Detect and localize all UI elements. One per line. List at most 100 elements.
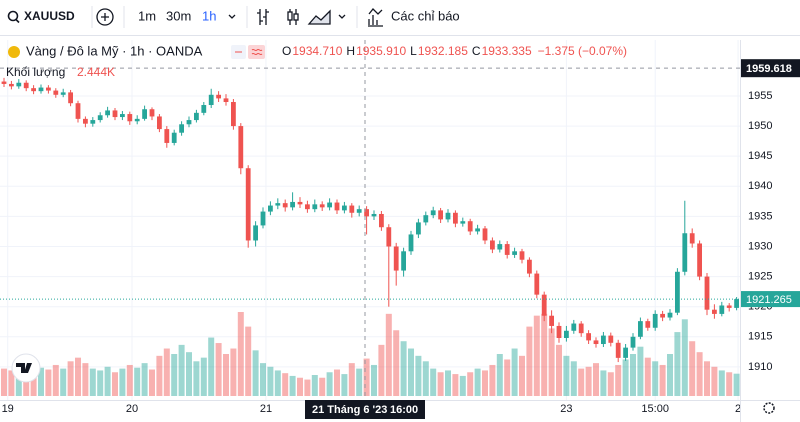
volume-bar — [60, 368, 67, 396]
candle-body — [371, 213, 377, 217]
area-icon[interactable] — [307, 9, 331, 25]
candle-body — [423, 215, 429, 223]
plot: 1910191519201925193019351940194519501955… — [0, 40, 800, 422]
volume-bar — [578, 368, 585, 396]
ohlc-value: 1934.710 — [292, 44, 342, 58]
volume-bar — [600, 370, 607, 396]
volume-bar — [193, 361, 200, 396]
candle-body — [401, 251, 406, 271]
candle-body — [297, 201, 303, 205]
volume-bar — [38, 367, 44, 396]
chevron[interactable] — [228, 14, 236, 19]
volume-bar — [726, 372, 733, 396]
candle-body — [667, 312, 673, 318]
search-icon[interactable] — [7, 10, 19, 22]
candle-body — [60, 92, 66, 95]
candle-body — [31, 88, 36, 92]
indicators-icon[interactable] — [368, 8, 383, 27]
volume-bar — [415, 355, 422, 396]
volume-bar — [245, 326, 252, 396]
badge[interactable] — [248, 45, 265, 59]
volume-bar — [519, 355, 525, 396]
candle-body — [231, 102, 236, 127]
candle-body — [327, 202, 332, 208]
volume-bar — [526, 326, 533, 396]
chevron[interactable] — [338, 14, 346, 19]
volume-bar — [186, 352, 192, 396]
candle-body — [75, 103, 81, 119]
candle-body — [149, 109, 155, 117]
y-tick-label: 1910 — [748, 361, 772, 373]
candle-body — [164, 129, 170, 143]
symbol[interactable]: XAUUSD — [24, 9, 75, 23]
last-price-label: 1921.265 — [746, 294, 792, 306]
candle-body — [171, 132, 177, 143]
volume-bar — [319, 377, 326, 396]
candle-body — [638, 321, 643, 337]
volume-bar — [696, 352, 703, 396]
crosshair-hour-label: 16:00 — [390, 404, 418, 416]
interval-button-active[interactable]: 1h — [202, 8, 216, 23]
candle-body — [615, 342, 621, 358]
volume-bar — [334, 369, 340, 396]
candle-body — [460, 221, 466, 224]
crosshair-price-label: 1959.618 — [746, 63, 792, 75]
volume-bar — [363, 358, 370, 396]
logo-mark — [16, 363, 32, 373]
candle-body — [675, 271, 680, 313]
volume-bar — [533, 315, 540, 396]
tv-logo — [11, 353, 41, 383]
volume-bar — [1, 368, 7, 396]
volume-bar — [267, 366, 274, 396]
candle-body — [157, 116, 162, 130]
symbol-logo — [8, 46, 20, 58]
candle-body — [282, 203, 288, 208]
volume-bar — [75, 357, 81, 396]
candle-body — [416, 222, 421, 235]
interval-button[interactable]: 1m — [138, 8, 156, 23]
volume-bar — [459, 375, 466, 396]
volume-name: Khối lượng — [6, 65, 65, 79]
indicators-button[interactable]: Các chỉ báo — [391, 8, 460, 23]
volume-bar — [674, 332, 681, 396]
volume-bar — [104, 366, 111, 396]
volume-bar — [274, 370, 281, 396]
candle-body — [445, 212, 451, 220]
candle-body — [408, 234, 414, 252]
candle-body — [97, 115, 103, 121]
candle-body — [319, 204, 325, 208]
volume-bar — [89, 368, 96, 396]
candle-body — [268, 205, 273, 212]
candle-body — [697, 243, 702, 277]
candle-body — [726, 305, 732, 308]
x-tick-label: 21 — [260, 403, 272, 415]
volume-bar — [504, 359, 511, 396]
ohlc-key: C — [472, 44, 481, 58]
candle-body — [16, 82, 22, 87]
candle-body — [201, 105, 207, 113]
volume-bar — [718, 370, 725, 396]
volume-bar — [622, 359, 629, 396]
settings-icon[interactable] — [763, 402, 775, 414]
candle-body — [105, 110, 110, 116]
candle-body — [305, 204, 310, 210]
compare-button[interactable] — [96, 8, 114, 26]
x-tick-label: 23 — [560, 403, 572, 415]
volume-bar — [563, 355, 570, 396]
candle-body — [349, 205, 355, 213]
interval-button[interactable]: 30m — [166, 8, 191, 23]
bars-icon[interactable] — [257, 9, 269, 25]
volume-bar — [171, 354, 178, 396]
volume-bar — [659, 364, 666, 396]
volume-bar — [82, 363, 89, 396]
volume-bar — [52, 364, 59, 396]
last-price-box — [741, 291, 800, 308]
candle-body — [482, 228, 488, 241]
badge-icon — [235, 48, 263, 56]
candle-body — [564, 330, 569, 338]
candle-body — [38, 87, 44, 92]
candle-body — [208, 94, 214, 106]
volume-bar — [126, 364, 133, 396]
volume-bar — [452, 374, 459, 396]
